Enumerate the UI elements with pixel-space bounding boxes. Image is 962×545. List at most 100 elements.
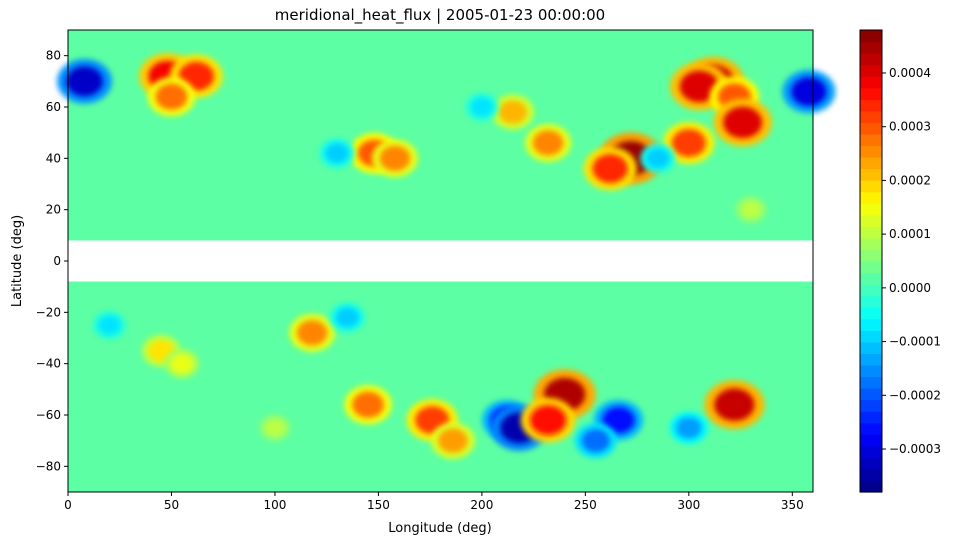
y-axis-ticks: −80 −60 −40 −20 0 20 40 60 80	[36, 49, 68, 473]
colorbar-level	[860, 41, 882, 54]
x-axis-label: Longitude (deg)	[388, 521, 491, 536]
colorbar-tick-label: 0.0000	[889, 281, 931, 295]
y-tick-label: −40	[36, 357, 61, 371]
y-tick-label: −20	[36, 305, 61, 319]
colorbar-level	[860, 468, 882, 482]
field-feature	[352, 391, 384, 418]
missing-data-band	[68, 240, 813, 282]
field-feature	[98, 315, 121, 335]
colorbar-level	[860, 145, 882, 158]
y-tick-label: −80	[36, 459, 61, 473]
field-feature	[264, 418, 286, 437]
field-feature	[723, 106, 763, 139]
colorbar-level	[860, 226, 882, 239]
x-axis-ticks: 0 50 100 150 200 250 300 350	[64, 492, 804, 512]
field-feature	[791, 77, 827, 107]
colorbar-level	[860, 87, 882, 100]
colorbar-level	[860, 180, 882, 193]
colorbar-level	[860, 341, 882, 354]
colorbar-level	[860, 122, 882, 135]
y-axis-label: Latitude (deg)	[10, 215, 25, 307]
colorbar-tick-label: −0.0001	[889, 335, 941, 349]
colorbar-level	[860, 133, 882, 147]
colorbar-level	[860, 330, 882, 343]
field-feature	[602, 406, 635, 434]
field-feature	[532, 130, 564, 156]
colorbar-level	[860, 99, 882, 112]
field-feature	[155, 83, 188, 110]
y-tick-label: 60	[46, 100, 61, 114]
colorbar-level	[860, 168, 882, 181]
colorbar-level	[860, 261, 882, 274]
field-feature	[529, 405, 567, 436]
x-tick-label: 100	[263, 498, 286, 512]
colorbar-level	[860, 353, 882, 366]
field-feature	[646, 148, 670, 169]
colorbar-tick-label: 0.0003	[889, 120, 931, 134]
colorbar-tick-label: 0.0004	[889, 66, 931, 80]
field-feature	[335, 307, 360, 328]
y-tick-label: 20	[46, 203, 61, 217]
y-tick-label: 40	[46, 151, 61, 165]
colorbar-level	[860, 388, 882, 401]
colorbar-level	[860, 249, 882, 262]
colorbar-tick-label: −0.0002	[889, 388, 941, 402]
x-tick-label: 300	[677, 498, 700, 512]
heat-flux-field	[57, 53, 836, 459]
field-feature	[170, 353, 194, 374]
y-tick-label: 80	[46, 49, 61, 63]
colorbar-level	[860, 53, 882, 66]
colorbar-level	[860, 457, 882, 470]
colorbar-tick-label: 0.0001	[889, 227, 931, 241]
x-tick-label: 150	[367, 498, 390, 512]
field-feature	[671, 128, 706, 157]
colorbar-level	[860, 411, 882, 424]
colorbar: −0.0003 −0.0002 −0.0001 0.0000 0.0001 0.0002 0…	[859, 29, 941, 493]
colorbar-level	[860, 272, 882, 285]
colorbar-level	[860, 307, 882, 320]
field-feature	[581, 429, 610, 453]
field-feature	[679, 70, 719, 103]
colorbar-level	[860, 295, 882, 308]
colorbar-level	[860, 422, 882, 435]
field-feature	[470, 97, 493, 117]
colorbar-level	[860, 364, 882, 378]
x-tick-label: 350	[781, 498, 804, 512]
field-feature	[740, 200, 762, 219]
x-tick-label: 0	[64, 498, 72, 512]
x-tick-label: 200	[470, 498, 493, 512]
field-feature	[325, 143, 349, 163]
x-tick-label: 50	[164, 498, 179, 512]
field-feature	[714, 388, 755, 422]
colorbar-level	[860, 480, 882, 493]
colorbar-level	[860, 214, 882, 227]
colorbar-level	[860, 191, 882, 204]
colorbar-level	[860, 30, 882, 43]
field-feature	[675, 417, 702, 439]
colorbar-level	[860, 445, 882, 458]
y-tick-label: 0	[53, 254, 61, 268]
colorbar-level	[860, 399, 882, 412]
field-feature	[66, 66, 103, 97]
colorbar-tick-label: −0.0003	[889, 442, 941, 456]
colorbar-level	[860, 203, 882, 216]
plot-area	[57, 29, 836, 493]
colorbar-level	[860, 284, 882, 297]
field-feature	[498, 100, 527, 124]
colorbar-level	[860, 376, 882, 389]
colorbar-gradient	[860, 30, 882, 493]
x-tick-label: 250	[574, 498, 597, 512]
colorbar-ticks: −0.0003 −0.0002 −0.0001 0.0000 0.0001 0.0002 0…	[882, 66, 941, 456]
chart-title: meridional_heat_flux | 2005-01-23 00:00:…	[275, 6, 605, 25]
field-feature	[296, 320, 328, 346]
colorbar-level	[860, 318, 882, 331]
colorbar-level	[860, 434, 882, 447]
colorbar-level	[860, 76, 882, 89]
colorbar-level	[860, 64, 882, 77]
colorbar-tick-label: 0.0002	[889, 173, 931, 187]
field-feature	[379, 145, 411, 171]
colorbar-level	[860, 110, 882, 123]
y-tick-label: −60	[36, 408, 61, 422]
colorbar-level	[860, 237, 882, 251]
